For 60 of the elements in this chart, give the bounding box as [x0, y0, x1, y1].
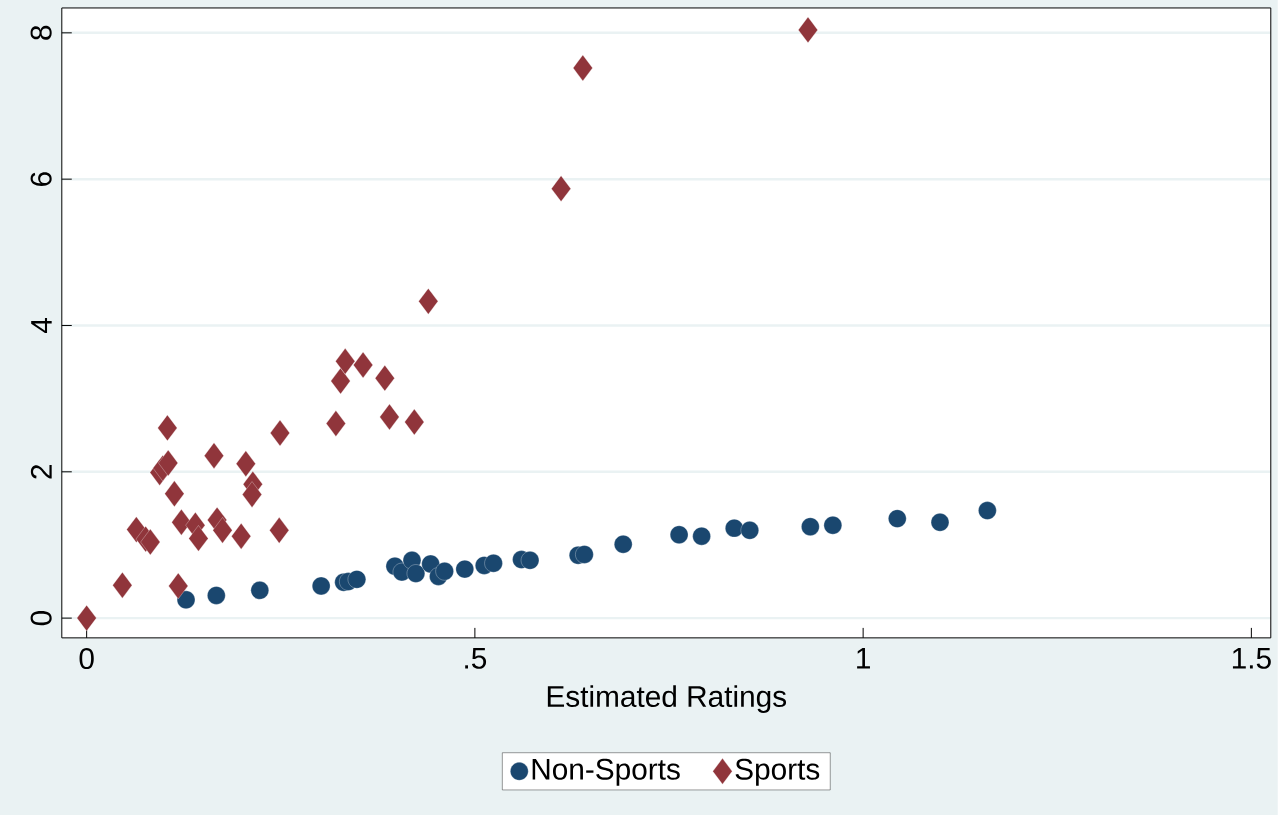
point — [379, 403, 400, 430]
point — [164, 480, 185, 507]
point — [140, 528, 161, 555]
point — [158, 449, 179, 476]
point — [520, 551, 540, 570]
point — [551, 175, 571, 202]
point — [978, 501, 997, 520]
x-tick-label: 0 — [79, 647, 94, 669]
point — [740, 521, 759, 540]
point — [725, 518, 744, 538]
y-tick-label: 2 — [30, 464, 52, 479]
point — [330, 367, 351, 395]
point — [335, 348, 356, 375]
point — [484, 553, 503, 573]
point — [176, 590, 196, 609]
point — [171, 509, 192, 536]
point — [157, 414, 178, 441]
point — [575, 545, 594, 564]
y-tick-label: 6 — [30, 172, 52, 186]
point — [406, 564, 425, 583]
point — [572, 54, 593, 81]
point — [231, 522, 252, 550]
point — [270, 419, 290, 446]
point — [614, 534, 633, 554]
point — [242, 481, 262, 508]
point — [798, 16, 818, 43]
point — [235, 450, 256, 477]
x-tick-label: 1.5 — [1232, 647, 1271, 669]
x-tick-label: .5 — [465, 647, 487, 669]
point — [669, 525, 689, 544]
point — [312, 576, 331, 595]
point — [404, 408, 425, 436]
legend-label: Non-Sports — [532, 758, 680, 786]
point — [326, 410, 346, 437]
point — [212, 517, 233, 544]
y-tick-label: 8 — [30, 25, 52, 40]
y-tick-label: 0 — [30, 610, 52, 626]
point — [823, 515, 842, 535]
point — [435, 562, 454, 581]
point — [930, 513, 950, 532]
point — [76, 604, 97, 632]
point — [168, 572, 189, 599]
x-tick-label: 1 — [857, 647, 870, 669]
point — [269, 517, 290, 544]
point — [353, 351, 373, 378]
x-axis-title: Estimated Ratings — [547, 685, 787, 713]
point — [455, 559, 474, 579]
point — [250, 581, 269, 600]
point — [692, 526, 711, 546]
point — [374, 364, 395, 392]
legend-label: Sports — [735, 758, 820, 786]
point — [207, 586, 226, 605]
point — [801, 517, 820, 536]
y-tick-label: 4 — [31, 317, 52, 333]
point — [888, 509, 907, 528]
point — [418, 288, 439, 315]
point — [112, 571, 133, 599]
point — [347, 570, 366, 589]
point — [188, 525, 209, 552]
point — [204, 442, 224, 469]
